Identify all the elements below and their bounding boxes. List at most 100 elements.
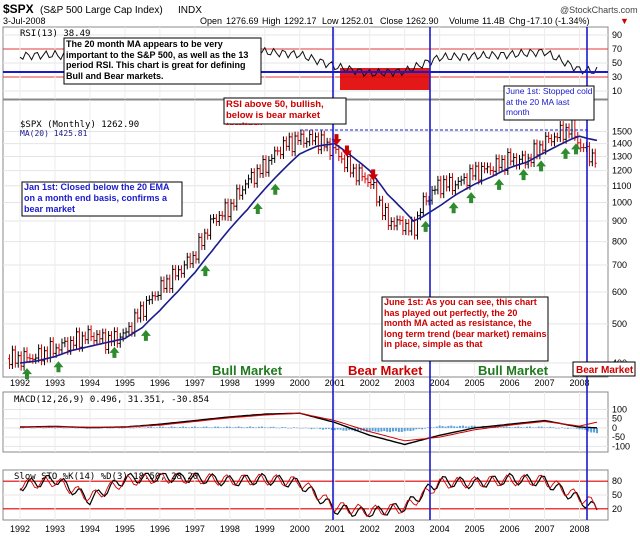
macd-hist-bar <box>543 427 546 428</box>
low-label: Low <box>322 16 339 26</box>
low-value: 1252.01 <box>341 16 374 26</box>
macd-hist-bar <box>246 426 249 428</box>
price-bar <box>319 130 323 155</box>
macd-hist-bar <box>459 425 462 428</box>
price-bar <box>579 138 583 153</box>
chart-date: 3-Jul-2008 <box>3 16 46 26</box>
macd-hist-bar <box>549 426 552 428</box>
macd-hist-bar <box>342 427 345 431</box>
macd-hist-bar <box>56 427 59 429</box>
macd-hist-bar <box>167 427 170 428</box>
bear-market-label-2-box <box>572 361 636 377</box>
year-label-top: 2003 <box>395 378 415 388</box>
macd-hist-bar <box>345 427 348 431</box>
price-bar <box>7 354 11 369</box>
price-bar <box>541 140 545 155</box>
macd-hist-bar <box>555 427 558 429</box>
macd-hist-bar <box>534 427 537 428</box>
price-bar <box>98 330 102 344</box>
macd-hist-bar <box>537 426 540 428</box>
macd-hist-bar <box>304 427 307 429</box>
macd-hist-bar <box>62 427 65 429</box>
macd-hist-bar <box>284 427 287 428</box>
year-label-bottom: 1997 <box>185 524 205 534</box>
watermark: @StockCharts.com <box>560 5 638 15</box>
macd-hist-bar <box>237 426 240 428</box>
macd-hist-bar <box>123 427 126 429</box>
ohlc-readout: Open 1276.69 High 1292.17 Low 1252.01 Cl… <box>200 16 629 26</box>
up-arrow-icon <box>109 346 120 358</box>
price-bar <box>63 336 67 348</box>
price-bar <box>555 132 559 143</box>
macd-hist-bar <box>383 427 386 432</box>
macd-hist-bar <box>97 427 100 429</box>
macd-hist-bar <box>173 426 176 428</box>
macd-hist-bar <box>499 427 502 428</box>
price-bar <box>249 168 253 184</box>
year-label-top: 1997 <box>185 378 205 388</box>
price-bar <box>83 331 87 345</box>
rsi-note-box <box>223 97 347 125</box>
june-top-note: June 1st: Stopped cold at the 20 MA last… <box>506 86 592 117</box>
up-arrow-icon <box>270 183 281 195</box>
macd-hist-bar <box>421 427 424 430</box>
year-label-top: 1993 <box>45 378 65 388</box>
macd-hist-bar <box>144 427 147 429</box>
macd-hist-bar <box>561 427 564 428</box>
price-bar <box>561 120 565 144</box>
macd-hist-bar <box>132 427 135 429</box>
macd-hist-bar <box>240 426 243 428</box>
macd-tick-label: 0 <box>612 423 617 433</box>
price-bar <box>343 154 347 173</box>
macd-hist-bar <box>418 427 421 430</box>
price-bar <box>500 155 504 172</box>
macd-hist-bar <box>193 426 196 428</box>
up-arrow-icon <box>200 265 211 277</box>
price-bar <box>244 179 248 195</box>
up-arrow-icon <box>494 178 505 190</box>
macd-hist-bar <box>220 427 223 428</box>
price-bar <box>185 252 189 270</box>
macd-hist-bar <box>569 427 572 429</box>
price-bar <box>101 328 105 344</box>
price-bar <box>284 136 288 151</box>
price-bar <box>51 337 55 358</box>
macd-hist-bar <box>150 426 153 428</box>
price-bar <box>203 228 207 250</box>
macd-hist-bar <box>202 426 205 428</box>
macd-hist-bar <box>109 427 112 429</box>
price-bar <box>42 346 46 366</box>
macd-hist-bar <box>301 427 304 429</box>
price-bar <box>509 148 513 166</box>
macd-hist-bar <box>272 426 275 428</box>
price-bar <box>25 347 29 363</box>
price-bar <box>264 155 268 177</box>
open-value: 1276.69 <box>226 16 259 26</box>
macd-tick-label: 50 <box>612 414 622 424</box>
price-bar <box>232 198 236 211</box>
index-name: (S&P 500 Large Cap Index) <box>40 5 163 16</box>
price-bar <box>497 154 501 172</box>
up-arrow-icon <box>466 192 477 204</box>
year-label-bottom: 2002 <box>360 524 380 534</box>
macd-hist-bar <box>389 427 392 433</box>
macd-hist-bar <box>473 425 476 428</box>
jan-note: Jan 1st: Closed below the 20 EMA on a mo… <box>24 182 169 214</box>
price-bar <box>177 265 181 281</box>
price-bar <box>209 214 213 240</box>
price-bar <box>273 146 277 163</box>
price-bar <box>104 328 108 354</box>
year-label-bottom: 1998 <box>220 524 240 534</box>
price-bar <box>322 130 326 152</box>
macd-hist-bar <box>42 427 45 429</box>
macd-hist-bar <box>141 427 144 429</box>
price-bar <box>363 172 367 184</box>
price-bar <box>197 233 201 264</box>
price-bar <box>544 131 548 155</box>
price-bar <box>378 195 382 207</box>
price-bar <box>255 164 259 188</box>
macd-hist-bar <box>415 427 418 430</box>
macd-hist-bar <box>36 427 39 428</box>
price-bar <box>369 178 373 189</box>
